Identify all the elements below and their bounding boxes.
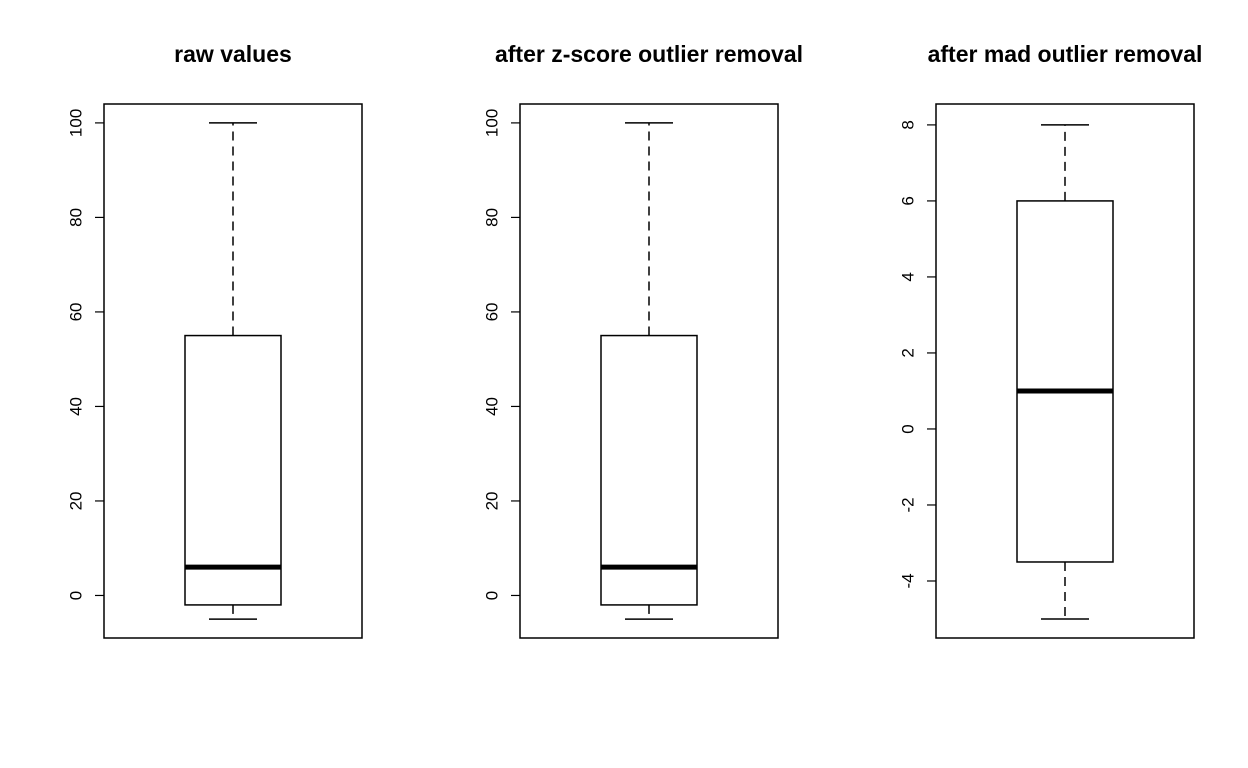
boxplot <box>600 122 698 620</box>
y-tick-label: 40 <box>482 397 501 416</box>
plot-frame <box>103 103 363 639</box>
y-tick-label: 2 <box>898 348 917 357</box>
y-tick-label: 100 <box>66 109 85 137</box>
boxplot <box>1016 124 1114 620</box>
y-tick-label: 0 <box>66 591 85 600</box>
plot-frame <box>935 103 1195 639</box>
y-tick-label: 100 <box>482 109 501 137</box>
panel-title: raw values <box>174 41 292 67</box>
panel-title: after mad outlier removal <box>928 41 1203 67</box>
panel-after-mad: after mad outlier removal -4 -2 0 2 4 6 8 <box>898 41 1203 639</box>
y-tick-label: -2 <box>898 497 917 512</box>
y-tick-label: 6 <box>898 196 917 205</box>
panel-raw-values: raw values 0 20 40 60 80 100 <box>66 41 363 639</box>
y-tick-label: 40 <box>66 397 85 416</box>
y-tick-label: 0 <box>898 424 917 433</box>
panel-after-z-score: after z-score outlier removal 0 20 40 60 80 1… <box>482 41 803 639</box>
y-axis: -4 -2 0 2 4 6 8 <box>898 120 936 589</box>
y-tick-label: 80 <box>66 208 85 227</box>
y-tick-label: 4 <box>898 272 917 281</box>
y-tick-label: 80 <box>482 208 501 227</box>
y-tick-label: -4 <box>898 573 917 588</box>
y-tick-label: 0 <box>482 591 501 600</box>
iqr-box <box>600 334 698 606</box>
plot-frame <box>519 103 779 639</box>
y-tick-label: 20 <box>482 491 501 510</box>
y-tick-label: 8 <box>898 120 917 129</box>
y-axis: 0 20 40 60 80 100 <box>66 109 104 600</box>
iqr-box <box>184 334 282 606</box>
y-tick-label: 60 <box>66 302 85 321</box>
y-tick-label: 60 <box>482 302 501 321</box>
panel-title: after z-score outlier removal <box>495 41 803 67</box>
iqr-box <box>1016 200 1114 563</box>
y-axis: 0 20 40 60 80 100 <box>482 109 520 600</box>
boxplot <box>184 122 282 620</box>
y-tick-label: 20 <box>66 491 85 510</box>
